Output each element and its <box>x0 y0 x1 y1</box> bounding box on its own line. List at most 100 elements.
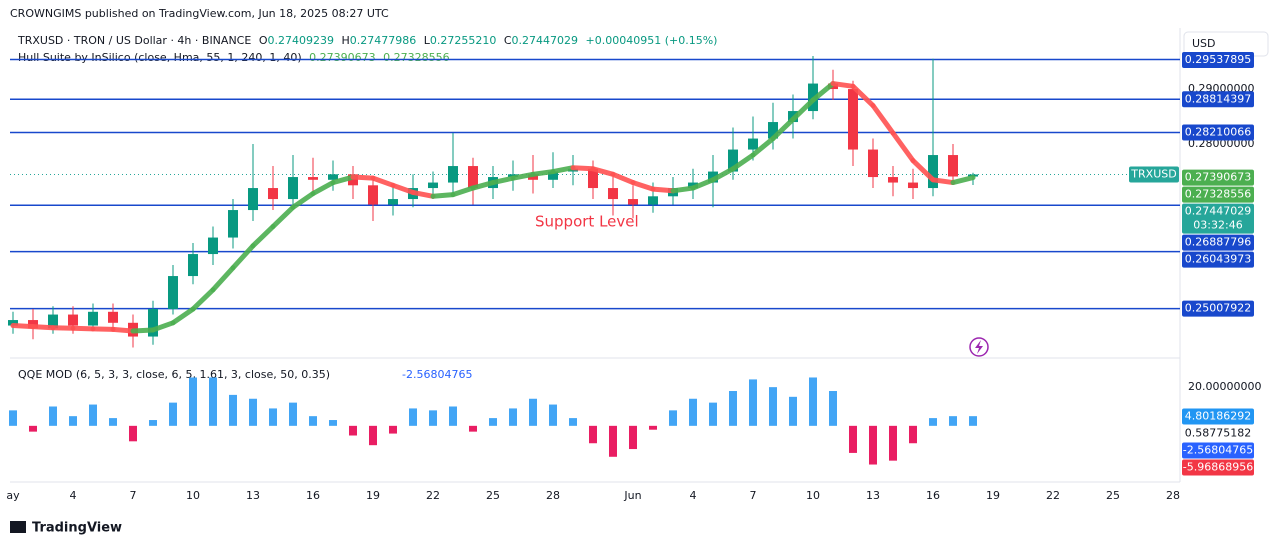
hull-segment <box>250 224 276 249</box>
x-tick-label: 10 <box>806 489 820 502</box>
hull-segment <box>270 204 296 230</box>
qqe-bar <box>689 398 697 426</box>
hull-segment <box>70 325 96 332</box>
hull-segment <box>330 174 356 186</box>
candle-body <box>8 320 18 326</box>
candle-body <box>588 168 598 189</box>
qqe-bar <box>389 425 397 434</box>
qqe-bar <box>589 425 597 444</box>
alert-bolt <box>975 340 983 354</box>
candle-body <box>548 171 558 180</box>
hull-segment <box>50 325 76 331</box>
hull-segment <box>530 169 556 177</box>
x-tick-label: Jun <box>623 489 641 502</box>
qqe-bar <box>309 416 317 426</box>
hull-label-bg <box>1182 186 1254 203</box>
qqe-bar <box>89 404 97 426</box>
qqe-bar <box>649 425 657 430</box>
candle-body <box>48 314 58 329</box>
level-label: 0.26887796 <box>1185 236 1251 249</box>
price-label: 0.27447029 <box>1185 205 1251 218</box>
candle-body <box>728 149 738 172</box>
candle-body <box>308 177 318 180</box>
hull-segment <box>30 324 56 331</box>
x-tick-label: 22 <box>1046 489 1060 502</box>
level-label: 0.29537895 <box>1185 53 1251 66</box>
candle-body <box>168 276 178 310</box>
x-tick-label: 28 <box>546 489 560 502</box>
candle-body <box>368 185 378 205</box>
x-tick-label: 7 <box>130 489 137 502</box>
qqe-bar <box>769 387 777 426</box>
candle-body <box>108 311 118 323</box>
qqe-bar <box>509 408 517 426</box>
hull-label-bg <box>1182 169 1254 186</box>
x-tick-label: 13 <box>246 489 260 502</box>
symbol: TRXUSD · TRON / US Dollar · 4h · BINANCE <box>17 34 251 47</box>
hull-segment <box>310 180 336 197</box>
x-tick-label: 19 <box>366 489 380 502</box>
hull-label: 0.27328556 <box>1185 188 1251 201</box>
hull-segment <box>750 136 776 158</box>
hull-segment <box>890 130 916 164</box>
qqe-bar <box>729 391 737 426</box>
candle-body <box>328 174 338 180</box>
currency: USD <box>1192 37 1216 50</box>
x-tick-label: 10 <box>186 489 200 502</box>
alert-icon[interactable] <box>969 337 989 357</box>
qqe-bar <box>429 410 437 426</box>
qqe-bar <box>749 379 757 426</box>
qqe-bar <box>549 404 557 426</box>
l-key: L <box>424 34 431 47</box>
qqe-bar <box>929 418 937 426</box>
level-label-bg <box>1182 234 1254 251</box>
qqe-bar <box>469 425 477 432</box>
qqe-marker-bg <box>1182 408 1254 425</box>
level-label: 0.28814397 <box>1185 92 1251 105</box>
hull-segment <box>830 81 856 89</box>
hull-segment <box>90 326 116 332</box>
qqe-tick-label: 20.00000000 <box>1188 380 1261 393</box>
candle-body <box>628 199 638 205</box>
candle-body <box>208 237 218 255</box>
hull-segment <box>350 174 376 181</box>
candle-body <box>648 196 658 205</box>
qqe-bar <box>889 425 897 461</box>
x-tick-label: 25 <box>1106 489 1120 502</box>
qqe-marker: -2.56804765 <box>1183 444 1253 457</box>
x-tick-label: 16 <box>926 489 940 502</box>
qqe-bar <box>629 425 637 450</box>
change-value: +0.00040951 (+0.15%) <box>586 34 718 47</box>
hull-segment <box>190 287 216 312</box>
hull-segment <box>490 175 516 186</box>
qqe-bar <box>809 377 817 426</box>
countdown: 03:32:46 <box>1193 219 1242 232</box>
qqe-bar <box>149 420 157 426</box>
qqe-value: -2.56804765 <box>402 368 472 381</box>
qqe-bar <box>669 410 677 426</box>
qqe-marker: 0.58775182 <box>1185 427 1251 440</box>
hull-legend: Hull Suite by InSilico (close, Hma, 55, … <box>18 51 450 64</box>
hull-value: 0.27390673 <box>309 51 375 64</box>
hull-segment <box>110 326 136 334</box>
qqe-bar <box>329 420 337 426</box>
level-label-bg <box>1182 251 1254 268</box>
hull-segment <box>430 192 456 199</box>
qqe-bar <box>129 425 137 442</box>
hull-segment <box>10 323 36 330</box>
open-value: 0.27409239 <box>267 34 333 47</box>
hull-label: Hull Suite by InSilico (close, Hma, 55, … <box>18 51 302 64</box>
level-label-bg <box>1182 124 1254 141</box>
candle-body <box>768 122 778 139</box>
hull-segment <box>730 152 756 172</box>
qqe-legend: QQE MOD (6, 5, 3, 3, close, 6, 5, 1.61, … <box>18 368 472 381</box>
x-tick-label: 4 <box>70 489 77 502</box>
hull-segment <box>590 166 616 177</box>
qqe-marker-bg <box>1182 459 1254 476</box>
qqe-bar <box>949 416 957 426</box>
level-label-bg <box>1182 91 1254 108</box>
candle-body <box>748 138 758 150</box>
candle-body <box>248 188 258 211</box>
candle-body <box>288 177 298 200</box>
